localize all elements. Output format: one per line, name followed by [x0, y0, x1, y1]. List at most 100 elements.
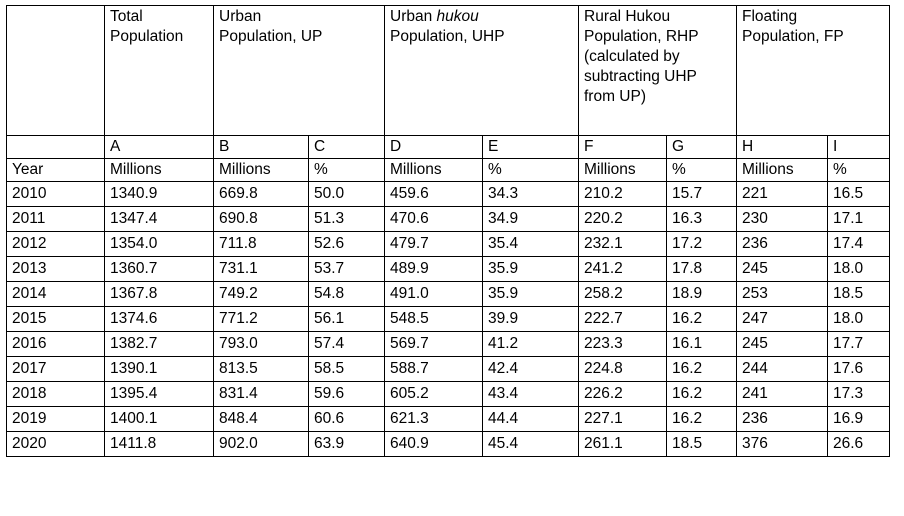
year-cell: 2018 — [6, 381, 105, 407]
table-cell: 1367.8 — [104, 281, 214, 307]
table-cell: 54.8 — [308, 281, 385, 307]
table-cell: 35.9 — [482, 256, 579, 282]
table-cell: 731.1 — [213, 256, 309, 282]
letter-empty-cell — [6, 135, 105, 159]
year-cell: 2020 — [6, 431, 105, 457]
table-row: 2012 1354.0 711.8 52.6 479.7 35.4 232.1 17.2 236… — [6, 231, 890, 257]
table-cell: 221 — [736, 181, 828, 207]
table-cell: 56.1 — [308, 306, 385, 332]
table-cell: 771.2 — [213, 306, 309, 332]
table-cell: 232.1 — [578, 231, 667, 257]
table-cell: 220.2 — [578, 206, 667, 232]
table-cell: 35.4 — [482, 231, 579, 257]
table-cell: 18.0 — [827, 256, 890, 282]
table-cell: 63.9 — [308, 431, 385, 457]
table-cell: 34.9 — [482, 206, 579, 232]
table-cell: 16.2 — [666, 406, 737, 432]
table-cell: 459.6 — [384, 181, 483, 207]
table-cell: 1395.4 — [104, 381, 214, 407]
column-letter-row: A B C D E F G H I — [6, 135, 890, 159]
table-cell: 241 — [736, 381, 828, 407]
table-cell: 39.9 — [482, 306, 579, 332]
year-cell: 2016 — [6, 331, 105, 357]
table-cell: 1354.0 — [104, 231, 214, 257]
column-letter: H — [736, 135, 828, 159]
column-letter: I — [827, 135, 890, 159]
column-letter: G — [666, 135, 737, 159]
table-cell: 16.5 — [827, 181, 890, 207]
table-cell: 1347.4 — [104, 206, 214, 232]
header-urban-population: Urban Population, UP — [213, 5, 385, 136]
table-row: 2018 1395.4 831.4 59.6 605.2 43.4 226.2 16.2 241… — [6, 381, 890, 407]
table-cell: 18.5 — [666, 431, 737, 457]
table-row: 2020 1411.8 902.0 63.9 640.9 45.4 261.1 18.5 376… — [6, 431, 890, 457]
table-cell: 224.8 — [578, 356, 667, 382]
table-cell: 45.4 — [482, 431, 579, 457]
table-cell: 605.2 — [384, 381, 483, 407]
table-cell: 222.7 — [578, 306, 667, 332]
table-cell: 1411.8 — [104, 431, 214, 457]
table-cell: 749.2 — [213, 281, 309, 307]
table-cell: 470.6 — [384, 206, 483, 232]
table-row: 2017 1390.1 813.5 58.5 588.7 42.4 224.8 16.2 244… — [6, 356, 890, 382]
table-cell: 51.3 — [308, 206, 385, 232]
table-cell: 669.8 — [213, 181, 309, 207]
table-cell: 17.1 — [827, 206, 890, 232]
table-cell: 230 — [736, 206, 828, 232]
unit-label: % — [482, 158, 579, 182]
table-row: 2010 1340.9 669.8 50.0 459.6 34.3 210.2 15.7 221… — [6, 181, 890, 207]
table-cell: 261.1 — [578, 431, 667, 457]
year-cell: 2019 — [6, 406, 105, 432]
table-cell: 17.8 — [666, 256, 737, 282]
table-row: 2014 1367.8 749.2 54.8 491.0 35.9 258.2 18.9 253… — [6, 281, 890, 307]
column-letter: A — [104, 135, 214, 159]
year-cell: 2015 — [6, 306, 105, 332]
table-cell: 236 — [736, 406, 828, 432]
table-cell: 17.7 — [827, 331, 890, 357]
table-cell: 479.7 — [384, 231, 483, 257]
table-cell: 253 — [736, 281, 828, 307]
table-cell: 241.2 — [578, 256, 667, 282]
table-cell: 58.5 — [308, 356, 385, 382]
table-cell: 491.0 — [384, 281, 483, 307]
table-cell: 17.4 — [827, 231, 890, 257]
year-cell: 2011 — [6, 206, 105, 232]
population-table: Total Population Urban Population, UP Ur… — [6, 5, 890, 457]
table-row: 2011 1347.4 690.8 51.3 470.6 34.9 220.2 16.3 230… — [6, 206, 890, 232]
column-letter: C — [308, 135, 385, 159]
header-rural-hukou-population: Rural Hukou Population, RHP (calculated … — [578, 5, 737, 136]
data-rows: 2010 1340.9 669.8 50.0 459.6 34.3 210.2 15.7 221… — [6, 181, 890, 457]
table-cell: 17.6 — [827, 356, 890, 382]
table-cell: 258.2 — [578, 281, 667, 307]
table-cell: 34.3 — [482, 181, 579, 207]
table-cell: 57.4 — [308, 331, 385, 357]
table-cell: 18.9 — [666, 281, 737, 307]
table-cell: 244 — [736, 356, 828, 382]
header-floating-population: Floating Population, FP — [736, 5, 890, 136]
table-cell: 1360.7 — [104, 256, 214, 282]
table-cell: 17.2 — [666, 231, 737, 257]
table-cell: 1400.1 — [104, 406, 214, 432]
table-cell: 16.2 — [666, 381, 737, 407]
header-urban-hukou-population: Urban hukou Population, UHP — [384, 5, 579, 136]
table-cell: 223.3 — [578, 331, 667, 357]
unit-label: Millions — [736, 158, 828, 182]
column-letter: F — [578, 135, 667, 159]
table-cell: 59.6 — [308, 381, 385, 407]
table-cell: 245 — [736, 331, 828, 357]
table-cell: 50.0 — [308, 181, 385, 207]
table-row: 2016 1382.7 793.0 57.4 569.7 41.2 223.3 16.1 245… — [6, 331, 890, 357]
table-cell: 711.8 — [213, 231, 309, 257]
unit-label: Millions — [104, 158, 214, 182]
unit-label: % — [308, 158, 385, 182]
table-cell: 1382.7 — [104, 331, 214, 357]
column-letter: D — [384, 135, 483, 159]
table-cell: 43.4 — [482, 381, 579, 407]
table-cell: 902.0 — [213, 431, 309, 457]
table-cell: 17.3 — [827, 381, 890, 407]
table-cell: 16.3 — [666, 206, 737, 232]
table-row: 2013 1360.7 731.1 53.7 489.9 35.9 241.2 17.8 245… — [6, 256, 890, 282]
table-cell: 16.2 — [666, 356, 737, 382]
column-letter: E — [482, 135, 579, 159]
table-cell: 1340.9 — [104, 181, 214, 207]
